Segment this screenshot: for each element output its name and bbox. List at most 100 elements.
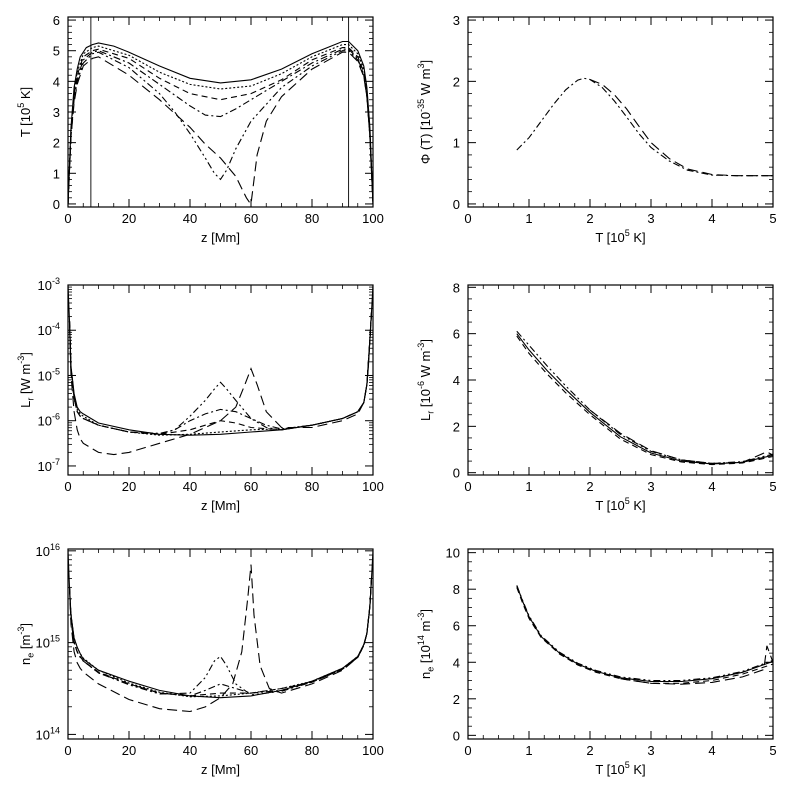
y-tick-label: 0 — [453, 197, 460, 212]
series-dash-dot-dot — [516, 585, 773, 682]
series-dashed — [516, 335, 773, 466]
series-long-dash — [68, 51, 373, 206]
x-tick-label: 100 — [362, 743, 384, 758]
y-tick-label: 10-4 — [38, 321, 60, 338]
series-dashed — [516, 587, 773, 684]
y-tick-label: 4 — [453, 373, 460, 388]
series-solid — [516, 333, 773, 465]
series-group — [516, 585, 773, 685]
x-tick-label: 100 — [362, 211, 384, 226]
y-axis-label: ne [m-3] — [16, 623, 35, 665]
panel-p5: 0 20 40 60 80 100 1014 1015 1016 z [Mm] ne [m-3] — [16, 542, 384, 777]
y-tick-label: 2 — [453, 419, 460, 434]
x-tick-label: 1 — [525, 743, 532, 758]
series-long-dash — [68, 312, 373, 456]
x-tick-label: 40 — [183, 211, 197, 226]
x-tick-label: 60 — [244, 743, 258, 758]
x-axis-label: T [105 K] — [595, 496, 645, 513]
x-tick-label: 80 — [305, 479, 319, 494]
series-group — [516, 77, 773, 177]
series-dashed — [68, 312, 373, 435]
series-dotted — [68, 578, 373, 698]
x-axis-label: T [105 K] — [595, 760, 645, 777]
x-axis-label: z [Mm] — [201, 498, 240, 513]
x-tick-label: 0 — [64, 211, 71, 226]
x-tick-label: 1 — [525, 479, 532, 494]
x-tick-label: 60 — [244, 479, 258, 494]
y-tick-label: 1 — [453, 136, 460, 151]
x-tick-label: 0 — [64, 743, 71, 758]
y-axis-label: Lr [10-6 W m-3] — [416, 339, 435, 421]
series-dash-dot — [68, 48, 373, 204]
y-tick-label: 4 — [453, 655, 460, 670]
y-tick-label: 1014 — [36, 725, 60, 742]
y-tick-label: 3 — [53, 105, 60, 120]
series-dash-dot-dot — [68, 50, 373, 204]
series-dotted — [68, 312, 373, 436]
y-axis-label: ne [1014 m-3] — [416, 609, 435, 679]
series-long-dash — [620, 645, 773, 685]
x-tick-label: 4 — [708, 211, 715, 226]
x-tick-label: 0 — [464, 743, 471, 758]
series-dashed — [68, 47, 373, 204]
x-tick-label: 20 — [122, 211, 136, 226]
plot-frame — [467, 16, 774, 208]
panel-p4: 0 1 2 3 4 5 0 2 4 6 8 T [105 K] Lr [10-6 W m-3] — [416, 280, 776, 513]
x-axis-label: z [Mm] — [201, 230, 240, 245]
y-tick-label: 10-7 — [38, 457, 60, 474]
plot-frame — [467, 548, 774, 740]
y-tick-label: 6 — [453, 619, 460, 634]
y-axis-label: Φ (T) [10-35 W m3] — [416, 60, 433, 164]
x-tick-label: 0 — [64, 479, 71, 494]
y-tick-label: 2 — [53, 136, 60, 151]
y-tick-label: 10-6 — [38, 412, 60, 429]
x-tick-label: 5 — [769, 743, 776, 758]
x-tick-label: 100 — [362, 479, 384, 494]
x-tick-label: 3 — [647, 479, 654, 494]
series-group — [68, 285, 373, 456]
y-tick-label: 6 — [53, 13, 60, 28]
x-tick-label: 4 — [708, 479, 715, 494]
series-dotted — [68, 44, 373, 204]
y-tick-label: 1016 — [36, 542, 60, 559]
x-tick-label: 5 — [769, 479, 776, 494]
series-long-dash — [589, 409, 773, 464]
x-tick-label: 0 — [464, 211, 471, 226]
panel-p3: 0 20 40 60 80 100 10-7 10-6 10-5 10-4 10-3 z [Mm] Lr… — [16, 276, 384, 513]
x-tick-label: 60 — [244, 211, 258, 226]
series-group — [516, 330, 773, 466]
series-solid — [68, 40, 373, 204]
series-solid — [516, 585, 773, 683]
x-tick-label: 0 — [464, 479, 471, 494]
y-axis-label: T [105 K] — [16, 87, 33, 137]
x-axis-label: z [Mm] — [201, 762, 240, 777]
series-dash-dot — [68, 312, 373, 434]
y-tick-label: 10-5 — [38, 366, 60, 383]
x-tick-label: 20 — [122, 743, 136, 758]
y-tick-label: 10 — [446, 546, 460, 561]
series-group — [68, 550, 373, 713]
series-dash-dot-dot — [68, 312, 373, 435]
x-tick-label: 5 — [769, 211, 776, 226]
y-tick-label: 2 — [453, 692, 460, 707]
x-tick-label: 80 — [305, 743, 319, 758]
x-tick-label: 40 — [183, 479, 197, 494]
series-dashed — [68, 578, 373, 697]
x-tick-label: 80 — [305, 211, 319, 226]
series-dash-dot — [516, 77, 773, 177]
plot-frame — [67, 284, 374, 476]
x-tick-label: 2 — [586, 479, 593, 494]
y-tick-label: 4 — [53, 74, 60, 89]
panel-p1: 0 20 40 60 80 100 0 1 2 3 4 5 6 z [Mm] T [105 K] — [16, 13, 384, 245]
panel-p6: 0 1 2 3 4 5 0 2 4 6 8 10 T [105 K] ne [1014 m-3] — [416, 546, 776, 777]
plot-frame — [67, 548, 374, 740]
series-long-dash — [68, 564, 373, 713]
y-tick-label: 0 — [53, 197, 60, 212]
x-tick-label: 40 — [183, 743, 197, 758]
series-dash-dot-dot — [516, 330, 773, 464]
x-axis-label: T [105 K] — [595, 228, 645, 245]
y-tick-label: 10-3 — [38, 276, 60, 293]
